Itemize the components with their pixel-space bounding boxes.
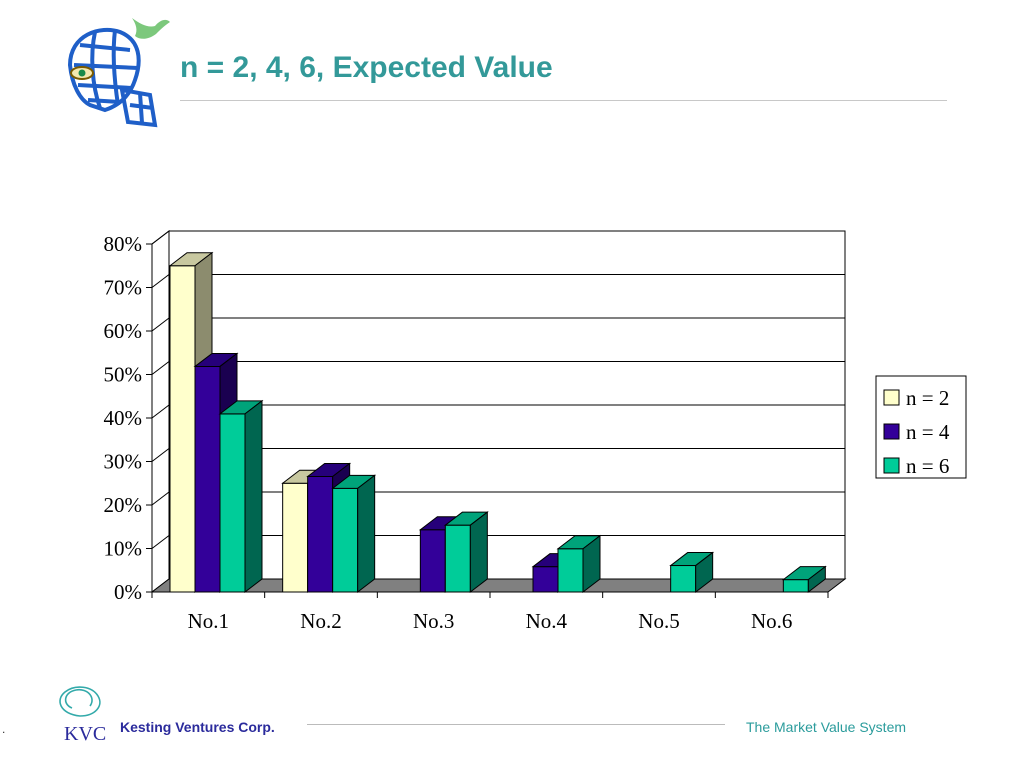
legend-swatch xyxy=(883,389,900,406)
x-tick-label: No.1 xyxy=(188,609,229,633)
bar-side xyxy=(244,399,263,594)
x-tick-label: No.2 xyxy=(300,609,341,633)
y-tick-label: 40% xyxy=(104,406,143,430)
slide-title: n = 2, 4, 6, Expected Value xyxy=(180,51,553,84)
y-tick-label: 60% xyxy=(104,319,143,343)
chart-gridline-side xyxy=(151,361,170,375)
bar-side xyxy=(469,511,488,594)
globe-head-logo-icon xyxy=(67,18,170,128)
x-tick-label: No.6 xyxy=(751,609,792,633)
bar-front xyxy=(219,413,246,593)
bar-front xyxy=(444,524,471,593)
x-tick-label: No.4 xyxy=(526,609,568,633)
chart-gridline-side xyxy=(151,404,170,419)
y-tick-label: 80% xyxy=(104,232,143,256)
bar-front xyxy=(782,579,809,593)
chart-gridline-side xyxy=(151,491,170,506)
chart-legend: n = 2 n = 4 n = 6 xyxy=(875,375,967,479)
kvc-swirl-logo-icon: KVC xyxy=(59,686,106,745)
chart-gridline-side xyxy=(151,274,170,288)
chart-bar xyxy=(781,565,827,594)
bar-front xyxy=(670,565,697,593)
y-tick-label: 70% xyxy=(104,276,143,300)
legend-swatch xyxy=(883,423,900,440)
chart-gridline-side xyxy=(151,448,170,462)
y-tick-label: 20% xyxy=(104,493,143,517)
bar-side xyxy=(357,474,376,594)
footer-company-name: Kesting Ventures Corp. xyxy=(120,719,275,735)
legend-label: n = 4 xyxy=(906,420,950,444)
bar-side xyxy=(807,565,826,594)
y-tick-label: 30% xyxy=(104,450,143,474)
bar-front xyxy=(282,482,309,593)
footer-divider xyxy=(307,724,725,725)
chart-bar xyxy=(443,511,489,594)
chart-bar xyxy=(218,399,264,594)
bar-front xyxy=(307,475,334,593)
footer-tagline: The Market Value System xyxy=(746,719,907,735)
bar-front xyxy=(332,487,359,593)
x-tick-label: No.5 xyxy=(638,609,679,633)
footer-marker: . xyxy=(2,722,6,736)
chart-gridline-side xyxy=(151,317,170,332)
title-divider xyxy=(180,100,947,101)
chart-labels: 0% 10% 20% 30% 40% 50% 60% 70% 80% No.1 No.2 No.3 No… xyxy=(104,232,793,633)
legend-swatch xyxy=(883,457,900,474)
bar-front xyxy=(557,548,584,593)
chart-bars xyxy=(168,251,827,594)
chart-gridline-side xyxy=(151,535,170,549)
footer-logo-text: KVC xyxy=(64,723,106,745)
legend-label: n = 2 xyxy=(906,386,949,410)
bar-front xyxy=(169,265,196,593)
chart-bar xyxy=(556,534,602,594)
bar-side xyxy=(695,551,714,594)
y-tick-label: 10% xyxy=(104,537,143,561)
chart-bar xyxy=(669,551,715,594)
bar-front xyxy=(194,365,221,593)
bar-front xyxy=(532,566,559,593)
chart-gridline-side xyxy=(151,230,170,245)
bar-side xyxy=(582,534,601,594)
y-tick-label: 0% xyxy=(114,580,142,604)
bar-front xyxy=(419,529,446,593)
chart-bar xyxy=(331,474,377,594)
legend-label: n = 6 xyxy=(906,454,949,478)
x-tick-label: No.3 xyxy=(413,609,454,633)
y-tick-label: 50% xyxy=(104,363,143,387)
